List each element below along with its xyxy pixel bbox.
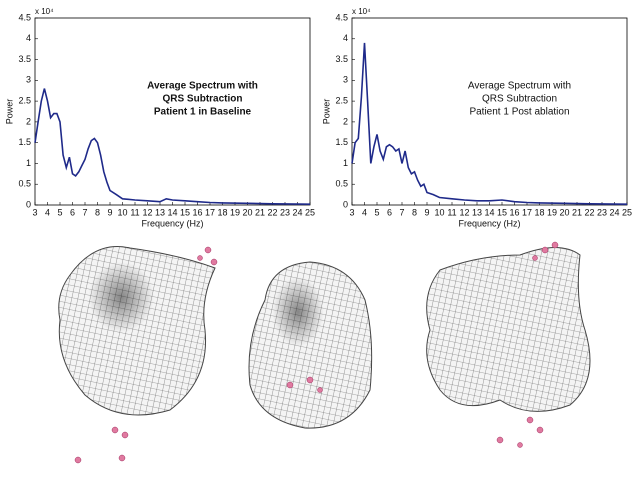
x-tick-label: 20 [559, 207, 569, 217]
x-tick-label: 23 [280, 207, 290, 217]
x-tick-label: 17 [522, 207, 532, 217]
mesh-3 [426, 247, 591, 412]
x-tick-label: 12 [459, 207, 469, 217]
y-tick-label: 2 [343, 116, 348, 126]
x-tick-label: 16 [509, 207, 519, 217]
y-scale-label: x 10⁴ [35, 7, 54, 16]
annotation: QRS Subtraction [482, 94, 557, 105]
x-tick-label: 7 [399, 207, 404, 217]
x-tick-label: 5 [57, 207, 62, 217]
x-tick-label: 17 [205, 207, 215, 217]
x-tick-label: 19 [230, 207, 240, 217]
x-tick-label: 10 [117, 207, 127, 217]
x-tick-label: 4 [362, 207, 367, 217]
electrode-dots [74, 241, 559, 464]
x-tick-label: 11 [130, 207, 139, 217]
x-tick-label: 9 [424, 207, 429, 217]
y-axis-label: Power [4, 99, 14, 125]
y-tick-label: 3.5 [335, 54, 348, 64]
x-tick-label: 15 [497, 207, 507, 217]
y-tick-label: 1 [26, 158, 31, 168]
x-tick-label: 8 [412, 207, 417, 217]
x-tick-label: 9 [107, 207, 112, 217]
annotation: Patient 1 Post ablation [469, 107, 569, 118]
y-scale-label: x 10⁴ [352, 7, 371, 16]
y-tick-label: 4.5 [335, 12, 348, 22]
x-tick-label: 5 [374, 207, 379, 217]
annotation: Patient 1 in Baseline [154, 107, 252, 118]
y-tick-label: 3 [26, 75, 31, 85]
x-tick-label: 4 [45, 207, 50, 217]
y-tick-label: 3.5 [18, 54, 31, 64]
y-tick-label: 1 [343, 158, 348, 168]
y-tick-label: 4 [343, 33, 348, 43]
mesh-images [58, 241, 591, 464]
y-tick-label: 0 [26, 199, 31, 209]
x-tick-label: 14 [484, 207, 494, 217]
x-tick-label: 25 [622, 207, 632, 217]
y-tick-label: 2.5 [18, 95, 31, 105]
mesh-shade [58, 246, 215, 415]
y-tick-label: 1.5 [335, 137, 348, 147]
x-tick-label: 13 [155, 207, 165, 217]
x-tick-label: 18 [217, 207, 227, 217]
x-tick-label: 3 [32, 207, 37, 217]
x-axis-label: Frequency (Hz) [458, 218, 520, 228]
x-tick-label: 3 [349, 207, 354, 217]
x-tick-label: 6 [70, 207, 75, 217]
y-tick-label: 0.5 [335, 179, 348, 189]
x-tick-label: 21 [255, 207, 265, 217]
x-tick-label: 6 [387, 207, 392, 217]
annotation: Average Spectrum with [468, 81, 571, 92]
annotation: QRS Subtraction [162, 94, 242, 105]
mesh-shade [249, 262, 372, 429]
x-tick-label: 15 [180, 207, 190, 217]
x-tick-label: 12 [142, 207, 152, 217]
y-tick-label: 0 [343, 199, 348, 209]
y-tick-label: 0.5 [18, 179, 31, 189]
x-tick-label: 11 [447, 207, 456, 217]
line [351, 42, 628, 205]
x-tick-label: 24 [292, 207, 302, 217]
x-tick-label: 14 [167, 207, 177, 217]
annotation: Average Spectrum with [147, 81, 258, 92]
y-tick-label: 2 [26, 116, 31, 126]
x-tick-label: 23 [597, 207, 607, 217]
x-tick-label: 22 [584, 207, 594, 217]
y-tick-label: 2.5 [335, 95, 348, 105]
x-tick-label: 10 [434, 207, 444, 217]
x-tick-label: 24 [609, 207, 619, 217]
x-tick-label: 13 [472, 207, 482, 217]
x-tick-label: 22 [267, 207, 277, 217]
x-tick-label: 8 [95, 207, 100, 217]
x-tick-label: 16 [192, 207, 202, 217]
y-tick-label: 4 [26, 33, 31, 43]
x-tick-label: 25 [305, 207, 315, 217]
x-tick-label: 18 [534, 207, 544, 217]
line [34, 88, 311, 205]
x-tick-label: 20 [242, 207, 252, 217]
x-tick-label: 7 [82, 207, 87, 217]
y-axis-label: Power [321, 99, 331, 125]
x-axis-label: Frequency (Hz) [141, 218, 203, 228]
y-tick-label: 4.5 [18, 12, 31, 22]
y-tick-label: 1.5 [18, 137, 31, 147]
x-tick-label: 21 [572, 207, 582, 217]
x-tick-label: 19 [547, 207, 557, 217]
y-tick-label: 3 [343, 75, 348, 85]
